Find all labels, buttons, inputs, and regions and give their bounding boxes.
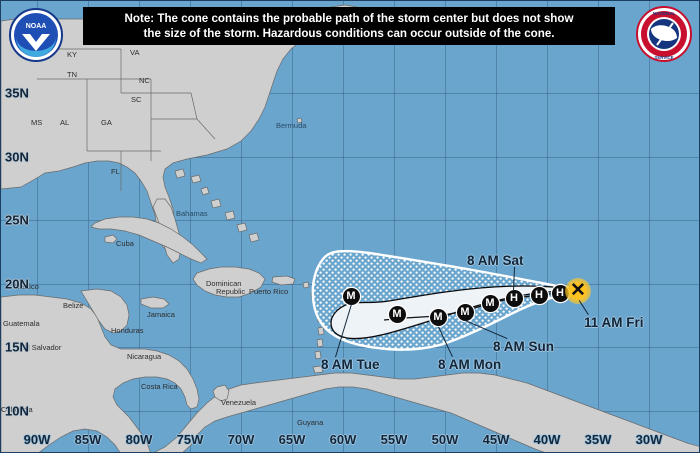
map-label-venezuela: Venezuela <box>221 398 257 407</box>
time-label-sun: 8 AM Sun <box>493 339 555 354</box>
nws-logo: NATIONAL SERVICE <box>635 5 693 63</box>
map-label-belize: Belize <box>63 301 83 310</box>
time-label-sat: 8 AM Sat <box>467 253 524 268</box>
forecast-point-m3[interactable]: M <box>429 308 447 326</box>
map-label-colombia: Colombia <box>1 405 34 414</box>
map-label-guatemala: Guatemala <box>3 319 41 328</box>
map-label-ms: MS <box>31 118 42 127</box>
longitude-label-70w: 70W <box>227 432 255 447</box>
forecast-point-m1[interactable]: M <box>481 294 499 312</box>
latitude-label-35n: 35N <box>5 85 29 101</box>
map-label-mexico: Mexico <box>15 282 39 291</box>
map-label-dominican-republic-2: Republic <box>216 287 245 296</box>
banner-line-2: the size of the storm. Hazardous conditi… <box>143 27 555 40</box>
longitude-label-50w: 50W <box>431 432 459 447</box>
longitude-label-30w: 30W <box>635 432 663 447</box>
map-label-sc: SC <box>131 95 142 104</box>
longitude-label-60w: 60W <box>329 432 357 447</box>
latitude-label-10n: 10N <box>5 403 29 418</box>
banner-line-1: Note: The cone contains the probable pat… <box>124 12 574 25</box>
map-label-ga: GA <box>101 118 112 127</box>
latitude-label-30n: 30N <box>5 149 29 164</box>
map-label-tn: TN <box>67 70 77 79</box>
latitude-label-20n: 20N <box>5 276 29 291</box>
noaa-logo: NOAA <box>8 7 64 63</box>
map-label-bermuda: Bermuda <box>276 121 307 130</box>
time-label-mon: 8 AM Mon <box>438 357 502 372</box>
map-label-puerto-rico: Puerto Rico <box>249 287 288 296</box>
latitude-label-25n: 25N <box>5 212 29 228</box>
map-label-ky: KY <box>67 50 77 59</box>
map-label-guyana: Guyana <box>297 418 324 427</box>
cone-inner-day13 <box>330 285 579 340</box>
longitude-label-45w: 45W <box>482 432 510 447</box>
forecast-point-h3[interactable]: H <box>505 289 523 307</box>
forecast-point-h1[interactable]: H <box>551 284 569 302</box>
longitude-label-85w: 85W <box>74 432 102 447</box>
time-label-fri: 11 AM Fri <box>584 315 644 330</box>
map-label-va: VA <box>130 48 139 57</box>
current-storm-position[interactable]: ✕ <box>565 278 591 304</box>
map-label-nicaragua: Nicaragua <box>127 352 162 361</box>
map-label-honduras: Honduras <box>111 326 144 335</box>
map-label-nc: NC <box>139 76 150 85</box>
x-marker-icon: ✕ <box>570 280 586 301</box>
time-label-tue: 8 AM Tue <box>321 357 380 372</box>
forecast-point-h2[interactable]: H <box>530 286 548 304</box>
longitude-label-55w: 55W <box>380 432 408 447</box>
longitude-label-65w: 65W <box>278 432 306 447</box>
longitude-label-90w: 90W <box>23 432 51 447</box>
forecast-point-m2[interactable]: M <box>456 303 474 321</box>
map-label-al: AL <box>60 118 69 127</box>
longitude-label-75w: 75W <box>176 432 204 447</box>
longitude-label-35w: 35W <box>584 432 612 447</box>
forecast-point-m-outer-2[interactable]: M <box>388 305 406 323</box>
svg-text:NATIONAL: NATIONAL <box>653 11 676 16</box>
map-label-dominican-republic: Dominican <box>206 279 241 288</box>
latitude-label-15n: 15N <box>5 339 29 355</box>
cone-disclaimer-banner: Note: The cone contains the probable pat… <box>83 7 615 45</box>
map-label-costa-rica: Costa Rica <box>141 382 179 391</box>
map-label-cuba: Cuba <box>116 239 135 248</box>
forecast-point-m-outer-1[interactable]: M <box>342 287 360 305</box>
map-label-el-salvador: El Salvador <box>23 343 62 352</box>
map-label-fl: FL <box>111 167 120 176</box>
map-label-bahamas: Bahamas <box>176 209 208 218</box>
longitude-label-40w: 40W <box>533 432 561 447</box>
longitude-label-80w: 80W <box>125 432 153 447</box>
map-label-jamaica: Jamaica <box>147 310 176 319</box>
svg-text:NOAA: NOAA <box>26 23 47 30</box>
svg-text:SERVICE: SERVICE <box>654 55 673 60</box>
